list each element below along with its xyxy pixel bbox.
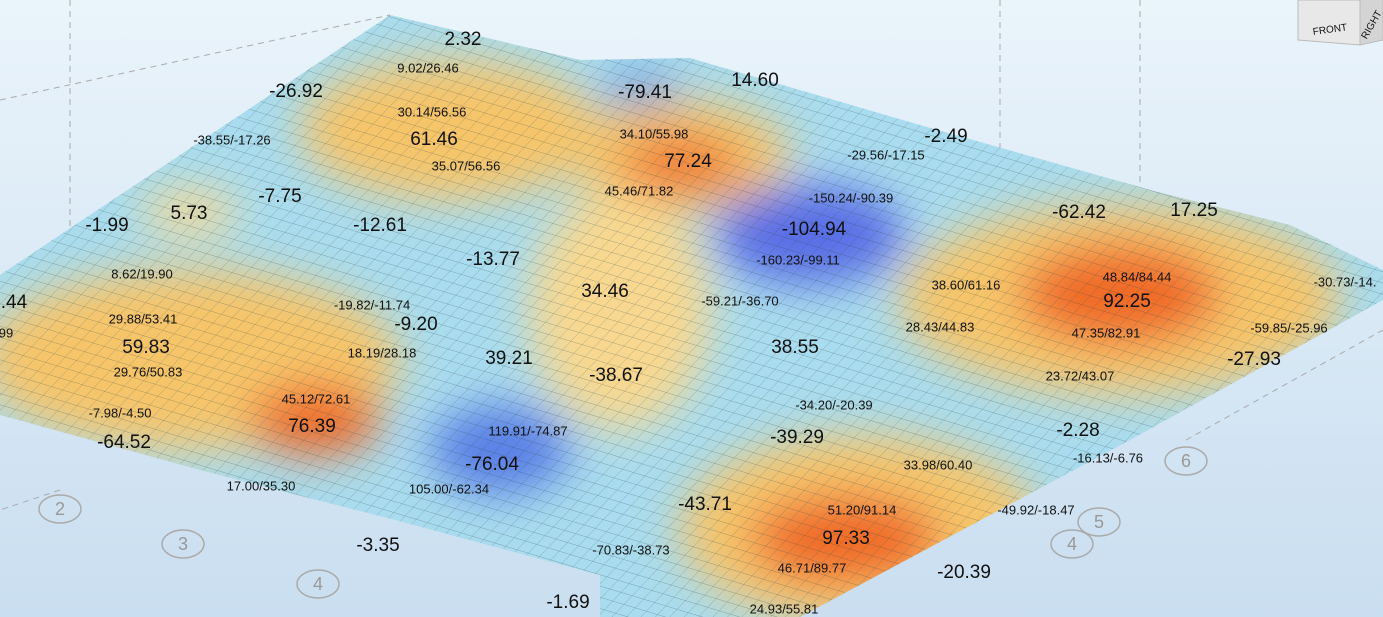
range-label: 99: [0, 325, 13, 340]
range-label: -7.98/-4.50: [89, 405, 152, 420]
range-label: -59.85/-25.96: [1250, 320, 1327, 335]
range-label: 46.71/89.77: [778, 560, 847, 575]
value-label: 76.39: [288, 416, 336, 437]
value-label: 97.33: [822, 528, 870, 549]
range-label: 9.02/26.46: [397, 60, 458, 75]
value-label: -1.69: [546, 592, 589, 613]
value-label: -64.52: [97, 432, 151, 453]
grid-bubble: [1077, 507, 1121, 537]
view-cube-front: FRONT: [1312, 22, 1348, 38]
value-label: 92.25: [1103, 291, 1151, 312]
value-label: 14.60: [731, 70, 779, 91]
value-label: -26.92: [269, 81, 323, 102]
grid-bubble-label: 3: [178, 534, 188, 554]
range-label: -38.55/-17.26: [193, 132, 270, 147]
range-label: 30.14/56.56: [398, 104, 467, 119]
range-label: 45.12/72.61: [282, 391, 351, 406]
range-label: 34.10/55.98: [620, 126, 689, 141]
value-label: -20.39: [937, 562, 991, 583]
value-label: 59.83: [122, 337, 170, 358]
grid-bubble: [161, 529, 205, 559]
range-label: 28.43/44.83: [906, 319, 975, 334]
grid-bubble: [1164, 446, 1208, 476]
value-label: 38.55: [771, 337, 819, 358]
range-label: -16.13/-6.76: [1073, 450, 1143, 465]
value-label: -9.20: [394, 314, 437, 335]
range-label: 18.19/28.18: [348, 345, 417, 360]
grid-bubble-label: 6: [1181, 451, 1191, 471]
value-label: -12.61: [353, 215, 407, 236]
value-label: -39.29: [770, 427, 824, 448]
grid-axes: [0, 0, 1383, 511]
value-label: -7.75: [258, 186, 301, 207]
range-label: 51.20/91.14: [828, 502, 897, 517]
range-label: -59.21/-36.70: [701, 293, 778, 308]
grid-bubble: [38, 494, 82, 524]
range-label: -150.24/-90.39: [809, 190, 894, 205]
contour-labels: 2.32 9.02/26.46 -26.92 -79.41 14.60 30.14/56.…: [0, 29, 1376, 616]
range-label: -49.92/-18.47: [997, 502, 1074, 517]
grid-bubble-label: 4: [1067, 534, 1077, 554]
range-label: 45.46/71.82: [605, 183, 674, 198]
range-label: 35.07/56.56: [432, 158, 501, 173]
value-label: -79.41: [618, 82, 672, 103]
range-label: 17.00/35.30: [227, 478, 296, 493]
range-label: -19.82/-11.74: [334, 297, 410, 312]
range-label: 38.60/61.16: [932, 277, 1001, 292]
value-label: -43.71: [678, 494, 732, 515]
grid-bubble: [296, 569, 340, 599]
value-label: -2.49: [924, 126, 967, 147]
value-label: -2.28: [1056, 420, 1099, 441]
value-label: -76.04: [465, 454, 519, 475]
range-label: 24.93/55.81: [750, 601, 819, 616]
range-label: 33.98/60.40: [904, 457, 973, 472]
range-label: -29.56/-17.15: [847, 147, 924, 162]
range-label: -160.23/-99.11: [756, 252, 840, 267]
value-label: -27.93: [1227, 349, 1281, 370]
value-label: 2.32: [445, 29, 482, 50]
value-label: -1.99: [85, 215, 128, 236]
value-label: .44: [1, 292, 28, 313]
range-label: 8.62/19.90: [111, 266, 172, 281]
range-label: -70.83/-38.73: [592, 542, 669, 557]
range-label: 29.88/53.41: [109, 311, 178, 326]
range-label: 119.91/-74.87: [488, 423, 567, 438]
range-label: 48.84/84.44: [1103, 269, 1172, 284]
view-cube: FRONT RIGHT: [1297, 0, 1383, 46]
grid-bubble-label: 2: [55, 499, 65, 519]
value-label: -104.94: [782, 219, 847, 240]
range-label: -34.20/-20.39: [795, 397, 872, 412]
value-label: -3.35: [356, 535, 399, 556]
value-label: 39.21: [485, 348, 533, 369]
value-label: 61.46: [410, 129, 458, 150]
value-label: -13.77: [466, 249, 520, 270]
value-label: -38.67: [589, 365, 643, 386]
value-label: 77.24: [664, 151, 712, 172]
value-label: -62.42: [1052, 202, 1106, 223]
value-label: 34.46: [581, 281, 629, 302]
grid-bubble-label: 4: [313, 574, 323, 594]
range-label: -30.73/-14.: [1314, 274, 1377, 289]
range-label: 47.35/82.91: [1072, 325, 1141, 340]
value-label: 17.25: [1170, 200, 1218, 221]
grid-bubble-label: 5: [1094, 512, 1104, 532]
range-label: 23.72/43.07: [1046, 368, 1115, 383]
value-label: 5.73: [171, 203, 208, 224]
grid-bubble: [1050, 529, 1094, 559]
range-label: 105.00/-62.34: [409, 481, 489, 496]
range-label: 29.76/50.83: [114, 364, 183, 379]
